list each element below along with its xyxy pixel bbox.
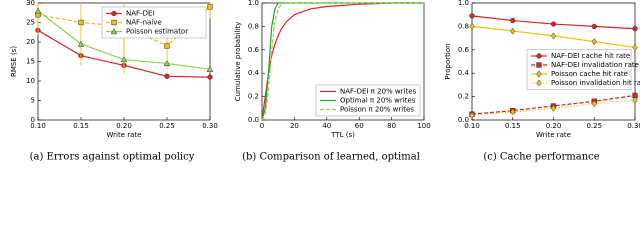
marker: [591, 23, 597, 30]
y-tick-label: 0.2: [248, 93, 259, 101]
y-tick-label: 15: [26, 58, 35, 66]
legend-marker: [110, 28, 118, 35]
marker: [469, 111, 475, 119]
y-axis-label: RMSE (s): [10, 46, 18, 77]
y-tick-label: 1.0: [248, 0, 259, 7]
x-tick-label: 100: [417, 122, 430, 130]
y-tick-label: 30: [26, 0, 35, 7]
y-tick-label: 1.0: [458, 0, 469, 7]
legend-marker: [111, 19, 117, 26]
marker: [206, 65, 214, 72]
y-tick-label: 0.6: [458, 46, 470, 54]
y-axis-label: Cumulative probability: [234, 22, 242, 102]
marker: [78, 19, 84, 26]
marker: [469, 22, 475, 30]
marker: [591, 38, 597, 46]
legend-label: Poisson invalidation hit rate: [551, 79, 640, 87]
x-tick-label: 0.10: [464, 122, 480, 130]
x-tick-label: 40: [322, 122, 331, 130]
y-tick-label: 0.0: [458, 116, 469, 124]
x-tick-label: 0.15: [73, 122, 89, 130]
x-tick-label: 20: [290, 122, 299, 130]
legend-marker: [536, 70, 542, 78]
panel: 0.10 0.15 0.20 0.25 0.30 0.0 0.2 0.4 0.6 0.8 1.0 Wr…: [444, 0, 640, 162]
x-tick-label: 0.15: [505, 122, 521, 130]
legend-label: NAF-DEI cache hit rate: [551, 52, 630, 60]
y-tick-label: 10: [26, 77, 35, 85]
marker: [632, 26, 638, 32]
marker: [207, 74, 213, 80]
y-tick-label: 0.4: [248, 69, 260, 77]
y-tick-label: 0: [31, 116, 35, 124]
legend-marker: [536, 79, 542, 87]
caption: (c) Cache performance: [483, 152, 599, 163]
x-tick-label: 0.25: [586, 122, 602, 130]
legend-label: NAF-DEI invalidation rate: [551, 61, 639, 69]
marker: [469, 13, 475, 19]
marker: [207, 4, 213, 10]
marker: [591, 100, 597, 108]
x-tick-label: 0.30: [627, 122, 640, 130]
marker: [163, 60, 171, 67]
x-tick-label: 0.30: [202, 122, 218, 130]
legend-marker: [111, 10, 117, 17]
x-tick-label: 0.25: [159, 122, 175, 130]
y-axis-label: Proportion: [444, 43, 452, 79]
x-tick-label: 0.20: [116, 122, 132, 130]
caption: (b) Comparison of learned, optimal: [242, 152, 420, 163]
x-tick-label: 80: [387, 122, 396, 130]
x-axis-label: TTL (s): [330, 131, 355, 139]
marker: [632, 96, 638, 104]
x-tick-label: 0: [260, 122, 264, 130]
x-tick-label: 0.20: [546, 122, 562, 130]
caption: (a) Errors against optimal policy: [30, 152, 195, 163]
marker: [510, 27, 516, 35]
legend-label: Optimal π 20% writes: [340, 97, 416, 105]
marker: [510, 17, 516, 24]
legend-label: Poisson π 20% writes: [340, 106, 414, 114]
marker: [632, 43, 638, 51]
y-tick-label: 20: [26, 38, 35, 46]
panel: 0 20 40 60 80 100 0.0 0.2 0.4 0.6 0.8 1.0 TTL (s) Cum…: [234, 0, 431, 162]
y-tick-label: 0.0: [248, 116, 259, 124]
y-tick-label: 0.8: [458, 22, 469, 30]
x-tick-label: 60: [355, 122, 364, 130]
x-axis-label: Write rate: [107, 131, 142, 139]
y-tick-label: 0.4: [458, 69, 470, 77]
y-tick-label: 0.8: [248, 22, 259, 30]
y-tick-label: 25: [26, 19, 35, 27]
legend-marker: [536, 62, 542, 68]
legend-label: Poisson cache hit rate: [551, 70, 628, 78]
legend-label: NAF-DEI π 20% writes: [340, 88, 417, 96]
x-tick-label: 0.10: [30, 122, 46, 130]
marker: [120, 56, 128, 63]
legend-marker: [536, 53, 542, 59]
marker: [34, 7, 42, 14]
y-tick-label: 0.6: [248, 46, 260, 54]
legend-box: [315, 84, 421, 117]
marker: [550, 104, 557, 112]
y-tick-label: 5: [31, 97, 35, 105]
series-line: [261, 2, 424, 121]
y-tick-label: 0.2: [458, 93, 469, 101]
marker: [550, 32, 557, 40]
marker: [164, 43, 170, 49]
marker: [510, 108, 516, 116]
marker: [164, 73, 170, 79]
legend-label: Poisson estimator: [126, 28, 188, 36]
legend-label: NAF-DEI: [126, 10, 154, 18]
marker: [77, 40, 85, 47]
x-axis-label: Write rate: [536, 131, 571, 139]
marker: [550, 21, 557, 27]
panel: 0.10 0.15 0.20 0.25 0.30 0 5 10 15 20 25 30 Write ra…: [10, 0, 218, 162]
legend-label: NAF-naive: [126, 19, 162, 27]
